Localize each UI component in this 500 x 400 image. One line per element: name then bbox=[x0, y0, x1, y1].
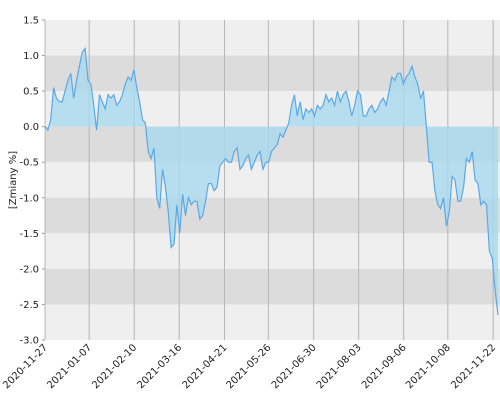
x-tick-label: 2021-10-08 bbox=[404, 342, 453, 391]
y-tick-label: -1.0 bbox=[19, 193, 39, 204]
x-tick-label: 2020-11-27 bbox=[1, 342, 50, 391]
x-tick-label: 2021-09-06 bbox=[360, 342, 409, 391]
y-axis-label: [Zmiany %] bbox=[8, 151, 19, 209]
band bbox=[45, 162, 500, 198]
x-tick-label: 2021-01-07 bbox=[45, 342, 94, 391]
x-tick-label: 2021-04-21 bbox=[181, 342, 230, 391]
band bbox=[45, 197, 500, 234]
area bbox=[45, 48, 498, 316]
band bbox=[45, 20, 500, 56]
series bbox=[44, 46, 499, 316]
y-tick-label: -1.5 bbox=[19, 229, 39, 240]
y-tick-label: 0.5 bbox=[23, 87, 39, 98]
y-tick-label: -2.5 bbox=[19, 300, 39, 311]
x-tick-label: 2021-08-03 bbox=[315, 342, 364, 391]
y-tick-label: 0.0 bbox=[23, 122, 39, 133]
y-tick-label: -3.0 bbox=[19, 336, 39, 347]
y-tick-label: -2.0 bbox=[19, 264, 39, 275]
x-tick-label: 2021-06-30 bbox=[270, 342, 319, 391]
plot-background bbox=[45, 20, 500, 340]
band bbox=[45, 268, 500, 305]
band bbox=[45, 233, 500, 269]
x-tick-label: 2021-11-22 bbox=[449, 342, 498, 391]
line bbox=[44, 46, 499, 316]
x-tick-label: 2021-05-26 bbox=[225, 342, 274, 391]
band bbox=[45, 55, 500, 92]
y-tick-label: 1.5 bbox=[23, 16, 39, 27]
y-tick-label: 1.0 bbox=[23, 51, 39, 62]
y-tick-label: -0.5 bbox=[19, 158, 39, 169]
band bbox=[45, 304, 500, 340]
x-tick-label: 2021-02-10 bbox=[90, 342, 139, 391]
x-tick-label: 2021-03-16 bbox=[135, 342, 184, 391]
